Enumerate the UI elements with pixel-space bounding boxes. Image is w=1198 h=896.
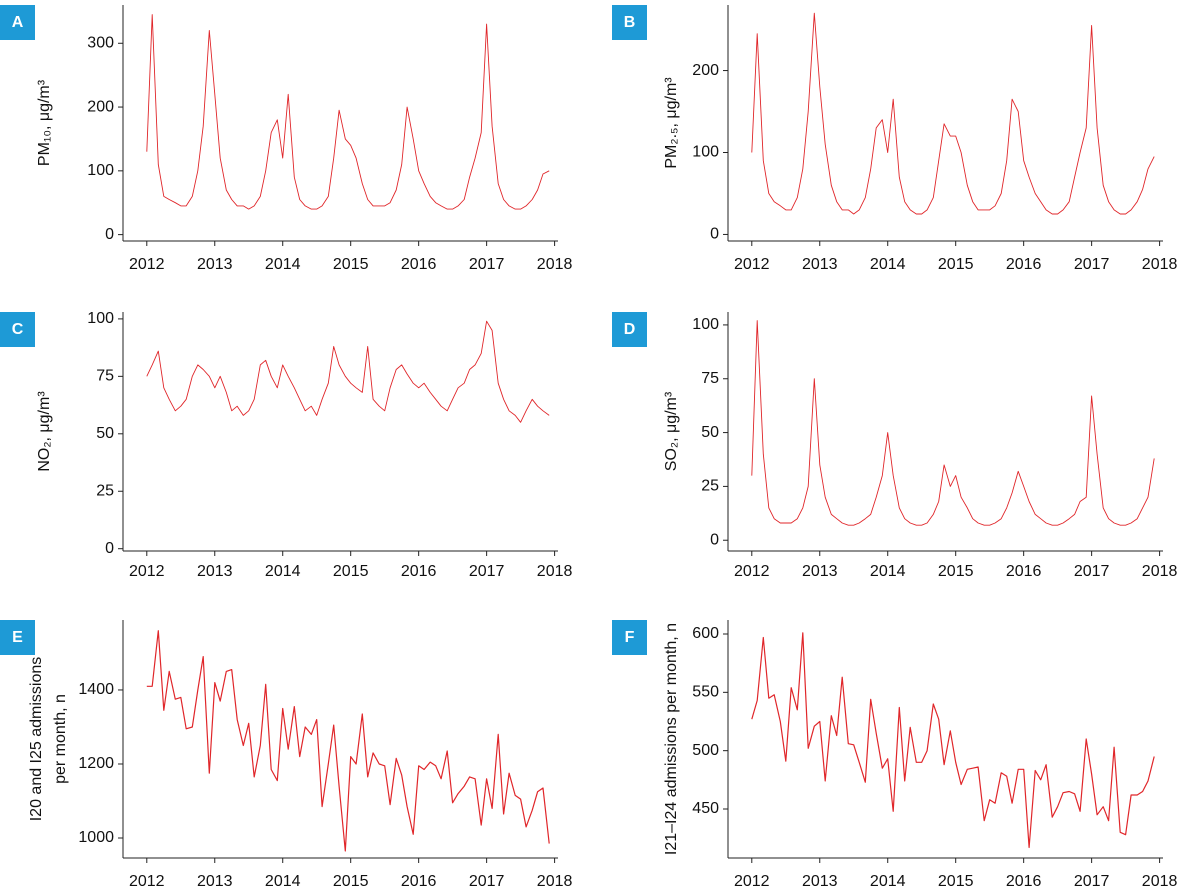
x-tick-label: 2013 (802, 563, 838, 580)
x-tick-label: 2017 (1074, 873, 1110, 890)
y-axis-label: PM₁₀, μg/m³ (36, 79, 53, 166)
x-tick-label: 2015 (938, 256, 974, 273)
panel-label: A (12, 14, 24, 31)
y-tick-label: 100 (692, 144, 719, 161)
x-tick-label: 2016 (401, 256, 437, 273)
x-tick-label: 2014 (870, 256, 906, 273)
x-tick-label: 2016 (401, 873, 437, 890)
y-tick-label: 450 (692, 800, 719, 817)
x-tick-label: 2017 (1074, 563, 1110, 580)
y-tick-label: 50 (701, 424, 719, 441)
x-tick-label: 2016 (1006, 563, 1042, 580)
panel-label: C (12, 321, 24, 338)
panel-label: F (625, 629, 635, 646)
x-tick-label: 2014 (265, 563, 301, 580)
data-line (751, 12, 1155, 215)
data-line (146, 14, 550, 210)
panel-badge (0, 5, 35, 40)
y-tick-label: 500 (692, 742, 719, 759)
x-tick-label: 2012 (734, 256, 770, 273)
x-tick-label: 2013 (197, 563, 233, 580)
x-tick-label: 2018 (537, 873, 573, 890)
x-tick-label: 2013 (197, 873, 233, 890)
x-tick-label: 2016 (1006, 256, 1042, 273)
panel-badge (0, 620, 35, 655)
panel-badge (612, 312, 647, 347)
x-tick-label: 2016 (1006, 873, 1042, 890)
data-line (751, 320, 1155, 526)
x-tick-label: 2018 (537, 563, 573, 580)
panel-label: B (624, 14, 636, 31)
y-tick-label: 1200 (78, 755, 114, 772)
y-tick-label: 100 (87, 162, 114, 179)
y-tick-label: 0 (105, 540, 114, 557)
x-tick-label: 2015 (938, 563, 974, 580)
y-tick-label: 200 (87, 98, 114, 115)
y-tick-label: 550 (692, 684, 719, 701)
panel-badge (612, 620, 647, 655)
data-line (146, 320, 550, 423)
panel-badge (612, 5, 647, 40)
x-tick-label: 2012 (129, 256, 165, 273)
x-tick-label: 2012 (129, 563, 165, 580)
panel-badge (0, 312, 35, 347)
x-tick-label: 2014 (870, 873, 906, 890)
y-tick-label: 25 (701, 478, 719, 495)
panel: E 1000 1200 1400 2012 2013 2014 2015 2016 2017 201… (0, 620, 573, 890)
panel-label: E (12, 629, 23, 646)
y-tick-label: 0 (710, 531, 719, 548)
panel-label: D (624, 321, 636, 338)
data-line (751, 632, 1155, 849)
y-axis-label: I21–I24 admissions per month, n (663, 623, 680, 855)
x-tick-label: 2018 (537, 256, 573, 273)
y-tick-label: 0 (105, 226, 114, 243)
y-tick-label: 300 (87, 34, 114, 51)
x-tick-label: 2014 (265, 256, 301, 273)
y-tick-label: 50 (96, 425, 114, 442)
y-tick-label: 0 (710, 226, 719, 243)
y-tick-label: 100 (87, 310, 114, 327)
y-tick-label: 1400 (78, 681, 114, 698)
y-tick-label: 1000 (78, 829, 114, 846)
panel: D 0 25 50 75 100 2012 2013 2014 2015 2016 2017 2018 S… (612, 312, 1178, 580)
x-tick-label: 2014 (870, 563, 906, 580)
x-tick-label: 2013 (197, 256, 233, 273)
x-tick-label: 2013 (802, 256, 838, 273)
x-tick-label: 2018 (1142, 873, 1178, 890)
x-tick-label: 2015 (333, 256, 369, 273)
data-line (146, 630, 550, 852)
y-tick-label: 600 (692, 625, 719, 642)
y-tick-label: 75 (701, 370, 719, 387)
x-tick-label: 2012 (734, 563, 770, 580)
y-axis-label: SO₂, μg/m³ (663, 391, 680, 471)
y-tick-label: 100 (692, 316, 719, 333)
x-tick-label: 2013 (802, 873, 838, 890)
x-tick-label: 2014 (265, 873, 301, 890)
y-tick-label: 25 (96, 482, 114, 499)
x-tick-label: 2015 (333, 873, 369, 890)
x-tick-label: 2017 (1074, 256, 1110, 273)
panel: B 0 100 200 2012 2013 2014 2015 2016 2017 2018 PM₂.… (612, 5, 1178, 273)
y-axis-label: PM₂.₅, μg/m³ (663, 77, 680, 169)
x-tick-label: 2012 (129, 873, 165, 890)
x-tick-label: 2018 (1142, 563, 1178, 580)
x-tick-label: 2017 (469, 873, 505, 890)
x-tick-label: 2012 (734, 873, 770, 890)
y-tick-label: 75 (96, 368, 114, 385)
panel: C 0 25 50 75 100 2012 2013 2014 2015 2016 2017 2018 N… (0, 310, 573, 580)
y-axis-label: I20 and I25 admissions (28, 657, 45, 822)
x-tick-label: 2017 (469, 256, 505, 273)
panel: F 450 500 550 600 2012 2013 2014 2015 2016 2017 201… (612, 620, 1178, 890)
x-tick-label: 2018 (1142, 256, 1178, 273)
x-tick-label: 2016 (401, 563, 437, 580)
x-tick-label: 2017 (469, 563, 505, 580)
x-tick-label: 2015 (938, 873, 974, 890)
y-axis-label: NO₂, μg/m³ (36, 391, 53, 472)
y-axis-label: per month, n (52, 694, 69, 784)
x-tick-label: 2015 (333, 563, 369, 580)
panel: A 0 100 200 300 2012 2013 2014 2015 2016 2017 2018 P… (0, 5, 573, 273)
y-tick-label: 200 (692, 62, 719, 79)
